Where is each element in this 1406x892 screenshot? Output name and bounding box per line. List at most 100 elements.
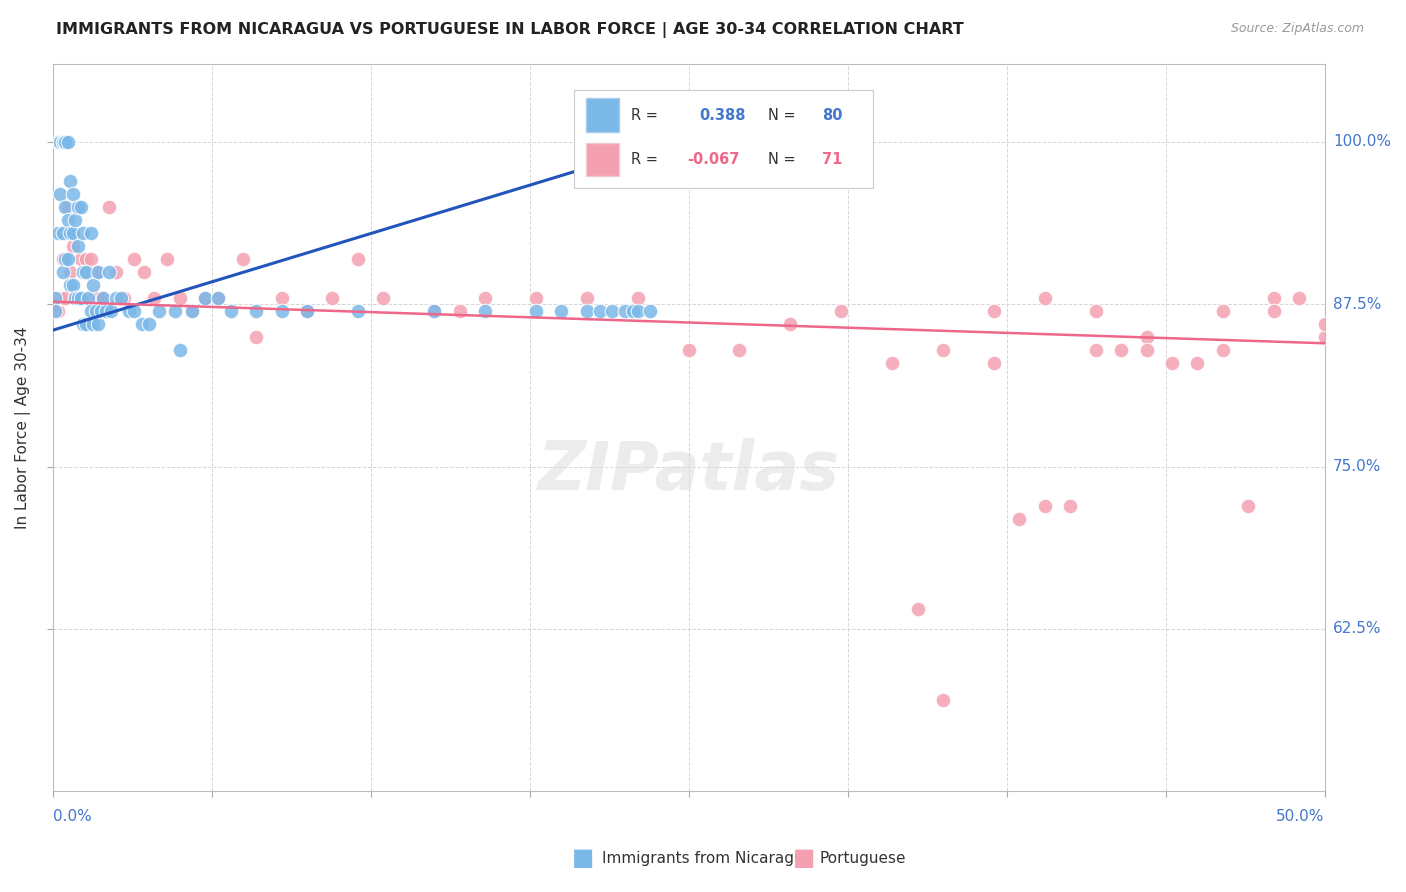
Point [72, 291, 94, 305]
Point [122, 252, 145, 266]
Text: Source: ZipAtlas.com: Source: ZipAtlas.com [1230, 22, 1364, 36]
Point [72, 317, 94, 331]
Point [84, 265, 107, 279]
Point [75, 317, 97, 331]
Point [82, 277, 104, 292]
Point [907, 602, 929, 616]
Point [56, 200, 79, 214]
Point [1313, 317, 1336, 331]
Point [44, 291, 66, 305]
Point [232, 252, 254, 266]
Point [110, 291, 132, 305]
Point [194, 291, 217, 305]
Point [93, 291, 115, 305]
Point [93, 291, 115, 305]
Point [207, 291, 229, 305]
Point [49, 135, 72, 149]
Point [49, 135, 72, 149]
Point [75, 265, 97, 279]
Point [75, 252, 97, 266]
Point [72, 226, 94, 240]
Point [1084, 343, 1107, 357]
Point [575, 303, 598, 318]
Point [932, 343, 955, 357]
Text: ■: ■ [793, 847, 815, 870]
Point [1135, 343, 1157, 357]
Point [983, 303, 1005, 318]
Text: 75.0%: 75.0% [1333, 459, 1381, 475]
Point [94, 303, 117, 318]
Point [1187, 356, 1209, 370]
Point [169, 343, 191, 357]
Point [423, 303, 446, 318]
Point [87, 317, 110, 331]
Point [627, 291, 650, 305]
Point [69, 200, 91, 214]
Point [524, 291, 547, 305]
Text: 0.0%: 0.0% [52, 810, 91, 824]
Text: 100.0%: 100.0% [1333, 135, 1391, 150]
Point [1059, 499, 1081, 513]
Point [640, 303, 662, 318]
Point [80, 252, 103, 266]
Text: ■: ■ [572, 847, 595, 870]
Point [66, 291, 89, 305]
Point [449, 303, 471, 318]
Point [66, 200, 89, 214]
Point [621, 303, 644, 318]
Point [62, 277, 84, 292]
Point [46, 135, 69, 149]
Point [143, 291, 166, 305]
Point [84, 303, 107, 318]
Point [82, 317, 104, 331]
Point [600, 303, 623, 318]
Point [49, 291, 72, 305]
Point [59, 174, 82, 188]
Point [1237, 499, 1260, 513]
Point [1008, 511, 1031, 525]
Text: 87.5%: 87.5% [1333, 297, 1381, 312]
Point [87, 265, 110, 279]
Point [1288, 291, 1310, 305]
Point [90, 303, 112, 318]
Point [77, 291, 100, 305]
Point [59, 277, 82, 292]
Point [100, 303, 122, 318]
Point [46, 226, 69, 240]
Text: Portuguese: Portuguese [820, 851, 907, 865]
Point [181, 303, 204, 318]
Text: 50.0%: 50.0% [1277, 810, 1324, 824]
Point [373, 291, 395, 305]
Point [53, 252, 76, 266]
Point [1033, 499, 1056, 513]
Text: IMMIGRANTS FROM NICARAGUA VS PORTUGUESE IN LABOR FORCE | AGE 30-34 CORRELATION C: IMMIGRANTS FROM NICARAGUA VS PORTUGUESE … [56, 22, 965, 38]
Point [52, 226, 75, 240]
Point [134, 265, 156, 279]
Point [59, 226, 82, 240]
Point [1212, 303, 1234, 318]
Point [80, 303, 103, 318]
Text: 62.5%: 62.5% [1333, 622, 1382, 637]
Point [550, 303, 572, 318]
Point [1263, 291, 1285, 305]
Point [882, 356, 904, 370]
Point [347, 252, 370, 266]
Point [118, 303, 141, 318]
Point [588, 303, 610, 318]
Point [983, 356, 1005, 370]
Point [138, 317, 160, 331]
Point [163, 303, 186, 318]
Y-axis label: In Labor Force | Age 30-34: In Labor Force | Age 30-34 [15, 326, 31, 529]
Point [56, 135, 79, 149]
Point [524, 303, 547, 318]
Point [44, 291, 66, 305]
Point [59, 265, 82, 279]
Point [52, 252, 75, 266]
Point [1212, 343, 1234, 357]
Point [52, 265, 75, 279]
Point [270, 291, 292, 305]
Point [66, 239, 89, 253]
Point [72, 265, 94, 279]
Point [678, 343, 700, 357]
Point [53, 135, 76, 149]
